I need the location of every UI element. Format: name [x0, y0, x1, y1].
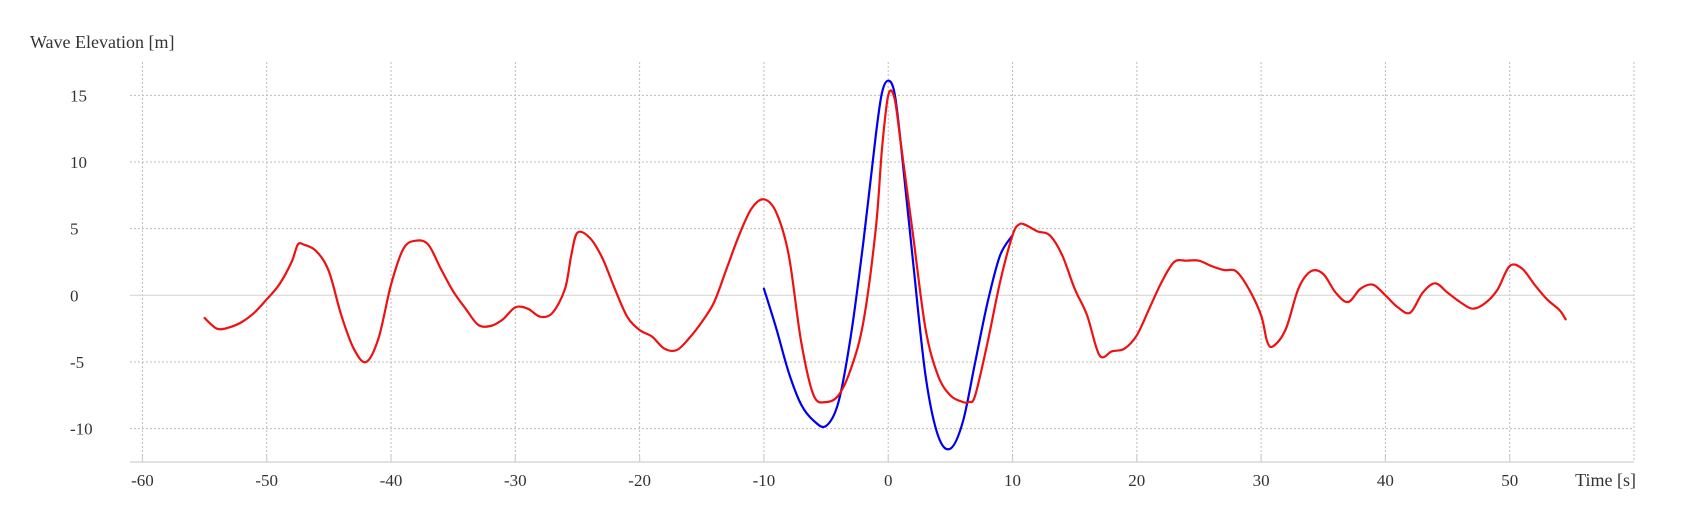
- y-tick-label: 0: [70, 286, 79, 305]
- x-tick-label: 0: [884, 471, 893, 490]
- y-tick-label: -10: [70, 420, 93, 439]
- x-tick-label: -20: [628, 471, 651, 490]
- y-tick-label: -5: [70, 353, 84, 372]
- x-tick-label: 20: [1128, 471, 1145, 490]
- x-axis-title: Time [s]: [1575, 470, 1636, 490]
- series-line-1: [203, 89, 1567, 404]
- y-tick-label: 10: [70, 153, 87, 172]
- x-tick-label: -40: [380, 471, 403, 490]
- series-layer: [203, 79, 1567, 451]
- x-tick-label: -30: [504, 471, 527, 490]
- x-tick-label: -50: [255, 471, 278, 490]
- x-tick-label: 30: [1253, 471, 1270, 490]
- x-tick-label: 40: [1377, 471, 1394, 490]
- grid: [130, 62, 1635, 462]
- x-tick-label: -10: [753, 471, 776, 490]
- y-axis-title: Wave Elevation [m]: [30, 32, 175, 52]
- axes: [130, 456, 1634, 463]
- x-tick-label: -60: [131, 471, 154, 490]
- series-line-0: [762, 79, 1014, 451]
- y-tick-label: 15: [70, 86, 87, 105]
- x-tick-label: 50: [1501, 471, 1518, 490]
- y-tick-label: 5: [70, 220, 79, 239]
- x-tick-label: 10: [1004, 471, 1021, 490]
